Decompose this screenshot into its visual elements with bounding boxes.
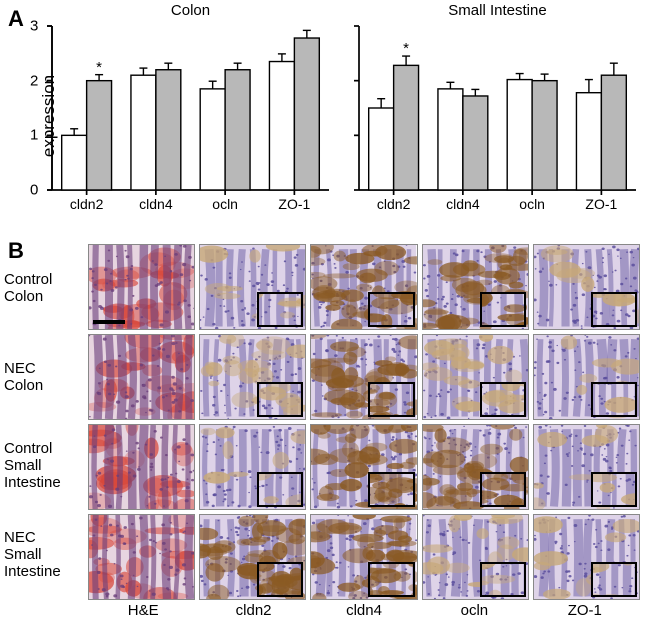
row-label: ControlColon (4, 271, 86, 306)
xtick-label: ocln (212, 196, 238, 212)
subplot-title: Small Intestine (448, 2, 546, 19)
xtick-label: ZO-1 (278, 196, 310, 212)
histology-inset (257, 292, 303, 327)
histology-tile (422, 424, 529, 510)
histology-tile (199, 424, 306, 510)
ytick-label: 3 (30, 18, 38, 35)
significance-marker: * (403, 40, 409, 57)
significance-marker: * (96, 59, 102, 76)
xtick-label: ocln (519, 196, 545, 212)
histology-inset (368, 292, 414, 327)
scale-bar (93, 320, 125, 324)
histology-inset (591, 292, 637, 327)
col-label: H&E (128, 602, 159, 619)
histology-inset (480, 382, 526, 417)
col-label: ocln (461, 602, 489, 619)
histology-tile (88, 424, 195, 510)
histology-inset (368, 382, 414, 417)
xtick-label: ZO-1 (585, 196, 617, 212)
histology-inset (480, 292, 526, 327)
histology-tile (533, 424, 640, 510)
col-label: cldn2 (236, 602, 272, 619)
panel-a-label: A (8, 6, 24, 32)
histology-tile (199, 514, 306, 600)
histology-inset (591, 472, 637, 507)
histology-inset (257, 382, 303, 417)
panel-a-chart: expression (46, 6, 636, 226)
xtick-label: cldn2 (70, 196, 103, 212)
histology-tile (88, 334, 195, 420)
histology-tile (533, 244, 640, 330)
bar-chart-svg (46, 18, 636, 214)
histology-tile (422, 334, 529, 420)
histology-inset (257, 562, 303, 597)
row-label: NECSmallIntestine (4, 529, 86, 581)
histology-tile (88, 244, 195, 330)
histology-inset (480, 472, 526, 507)
xtick-label: cldn4 (139, 196, 172, 212)
histology-tile (199, 334, 306, 420)
histology-inset (368, 562, 414, 597)
histology-tile (422, 244, 529, 330)
histology-inset (591, 382, 637, 417)
xtick-label: cldn2 (377, 196, 410, 212)
ytick-label: 1 (30, 127, 38, 144)
row-label: NECColon (4, 360, 86, 395)
histology-tile (422, 514, 529, 600)
row-label: ControlSmallIntestine (4, 440, 86, 492)
histology-tile (199, 244, 306, 330)
histology-inset (368, 472, 414, 507)
histology-tile (533, 334, 640, 420)
histology-tile (533, 514, 640, 600)
subplot-title: Colon (171, 2, 210, 19)
histology-inset (591, 562, 637, 597)
histology-tile (88, 514, 195, 600)
ytick-label: 0 (30, 182, 38, 199)
xtick-label: cldn4 (446, 196, 479, 212)
histology-tile (310, 334, 417, 420)
histology-inset (480, 562, 526, 597)
panel-b-grid (88, 244, 640, 600)
histology-tile (310, 244, 417, 330)
col-label: cldn4 (346, 602, 382, 619)
col-label: ZO-1 (568, 602, 602, 619)
histology-tile (310, 514, 417, 600)
panel-b-label: B (8, 238, 24, 264)
ytick-label: 2 (30, 72, 38, 89)
histology-tile (310, 424, 417, 510)
histology-inset (257, 472, 303, 507)
